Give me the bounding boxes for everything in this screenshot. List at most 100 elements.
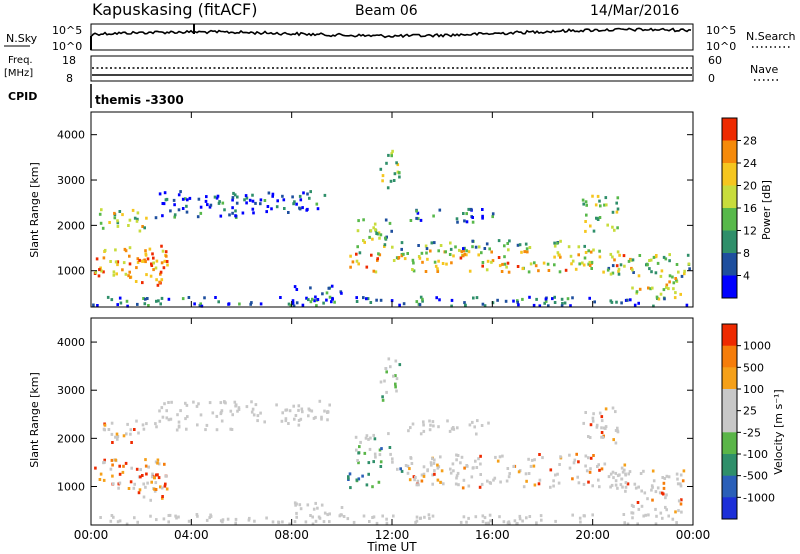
- data-cell: [427, 513, 431, 517]
- data-cell: [366, 297, 370, 301]
- data-cell: [603, 462, 607, 466]
- freq-unit-label: [MHz]: [4, 68, 33, 79]
- data-cell: [142, 297, 145, 300]
- x-tick-label: 12:00: [375, 528, 410, 542]
- data-cell: [390, 229, 393, 233]
- data-cell: [379, 233, 383, 237]
- data-cell: [668, 259, 671, 263]
- data-cell: [460, 250, 464, 254]
- data-cell: [237, 406, 241, 410]
- data-cell: [320, 503, 324, 507]
- data-cell: [655, 514, 658, 518]
- data-cell: [204, 199, 208, 203]
- data-cell: [582, 202, 585, 206]
- data-cell: [491, 301, 495, 305]
- data-cell: [396, 467, 399, 471]
- data-cell: [259, 198, 263, 202]
- y-tick-label: 2000: [57, 432, 85, 445]
- data-cell: [597, 463, 600, 467]
- data-cell: [503, 255, 506, 259]
- data-cell: [381, 395, 384, 399]
- data-cell: [650, 270, 653, 274]
- data-cell: [413, 478, 416, 482]
- data-cell: [349, 254, 352, 258]
- data-cell: [675, 521, 678, 525]
- data-cell: [326, 410, 330, 414]
- data-cell: [143, 226, 146, 230]
- data-cell: [418, 303, 422, 307]
- data-cell: [445, 262, 448, 266]
- data-cell: [115, 272, 118, 276]
- data-cell: [137, 431, 140, 435]
- colorbar-segment: [722, 275, 737, 299]
- data-cell: [573, 458, 577, 462]
- data-cell: [306, 192, 309, 196]
- data-cell: [476, 419, 479, 423]
- data-cell: [381, 174, 385, 178]
- data-cell: [672, 287, 675, 291]
- data-cell: [471, 239, 474, 243]
- data-cell: [597, 478, 600, 482]
- data-cell: [373, 222, 377, 226]
- data-cell: [659, 292, 663, 296]
- data-cell: [315, 202, 319, 206]
- data-cell: [365, 434, 369, 438]
- data-cell: [474, 459, 477, 463]
- colorbar-tick-label: 28: [743, 135, 757, 148]
- data-cell: [623, 468, 626, 472]
- data-cell: [287, 422, 290, 425]
- data-cell: [145, 216, 148, 220]
- x-tick-label: 04:00: [174, 528, 209, 542]
- data-cell: [157, 476, 161, 480]
- power-y-axis: 1000 2000 3000 4000: [57, 129, 693, 278]
- data-cell: [116, 520, 120, 524]
- data-cell: [228, 213, 231, 217]
- data-cell: [652, 479, 656, 483]
- data-cell: [379, 465, 383, 468]
- data-cell: [159, 485, 162, 489]
- data-cell: [571, 259, 575, 263]
- data-cell: [368, 447, 372, 451]
- data-cell: [491, 215, 494, 219]
- data-cell: [165, 254, 168, 258]
- data-cell: [284, 417, 288, 421]
- data-cell: [173, 213, 177, 217]
- data-cell: [455, 453, 458, 457]
- data-cell: [234, 521, 237, 525]
- y-tick-label: 3000: [57, 174, 85, 187]
- data-cell: [655, 295, 659, 299]
- data-cell: [367, 461, 371, 465]
- data-cell: [488, 513, 492, 517]
- data-cell: [234, 403, 238, 407]
- data-cell: [320, 415, 323, 419]
- data-cell: [651, 498, 654, 502]
- data-cell: [159, 272, 162, 276]
- data-cell: [313, 299, 316, 303]
- data-cell: [128, 254, 131, 258]
- data-cell: [328, 512, 331, 516]
- data-cell: [616, 196, 620, 200]
- data-cell: [626, 298, 629, 302]
- data-cell: [635, 290, 639, 294]
- data-cell: [679, 482, 682, 486]
- data-cell: [563, 301, 567, 305]
- data-cell: [471, 220, 475, 224]
- data-cell: [248, 198, 252, 202]
- data-cell: [539, 514, 543, 518]
- data-cell: [394, 374, 397, 378]
- data-cell: [428, 516, 431, 520]
- data-cell: [604, 196, 608, 200]
- data-cell: [584, 220, 587, 223]
- data-cell: [113, 211, 116, 215]
- data-cell: [598, 485, 601, 489]
- data-cell: [362, 218, 365, 222]
- data-cell: [97, 274, 101, 278]
- data-cell: [164, 482, 167, 486]
- data-cell: [381, 514, 384, 518]
- data-cell: [125, 299, 129, 303]
- data-cell: [342, 515, 346, 518]
- data-cell: [245, 405, 249, 409]
- data-cell: [128, 218, 132, 222]
- data-cell: [538, 304, 542, 308]
- data-cell: [501, 454, 504, 458]
